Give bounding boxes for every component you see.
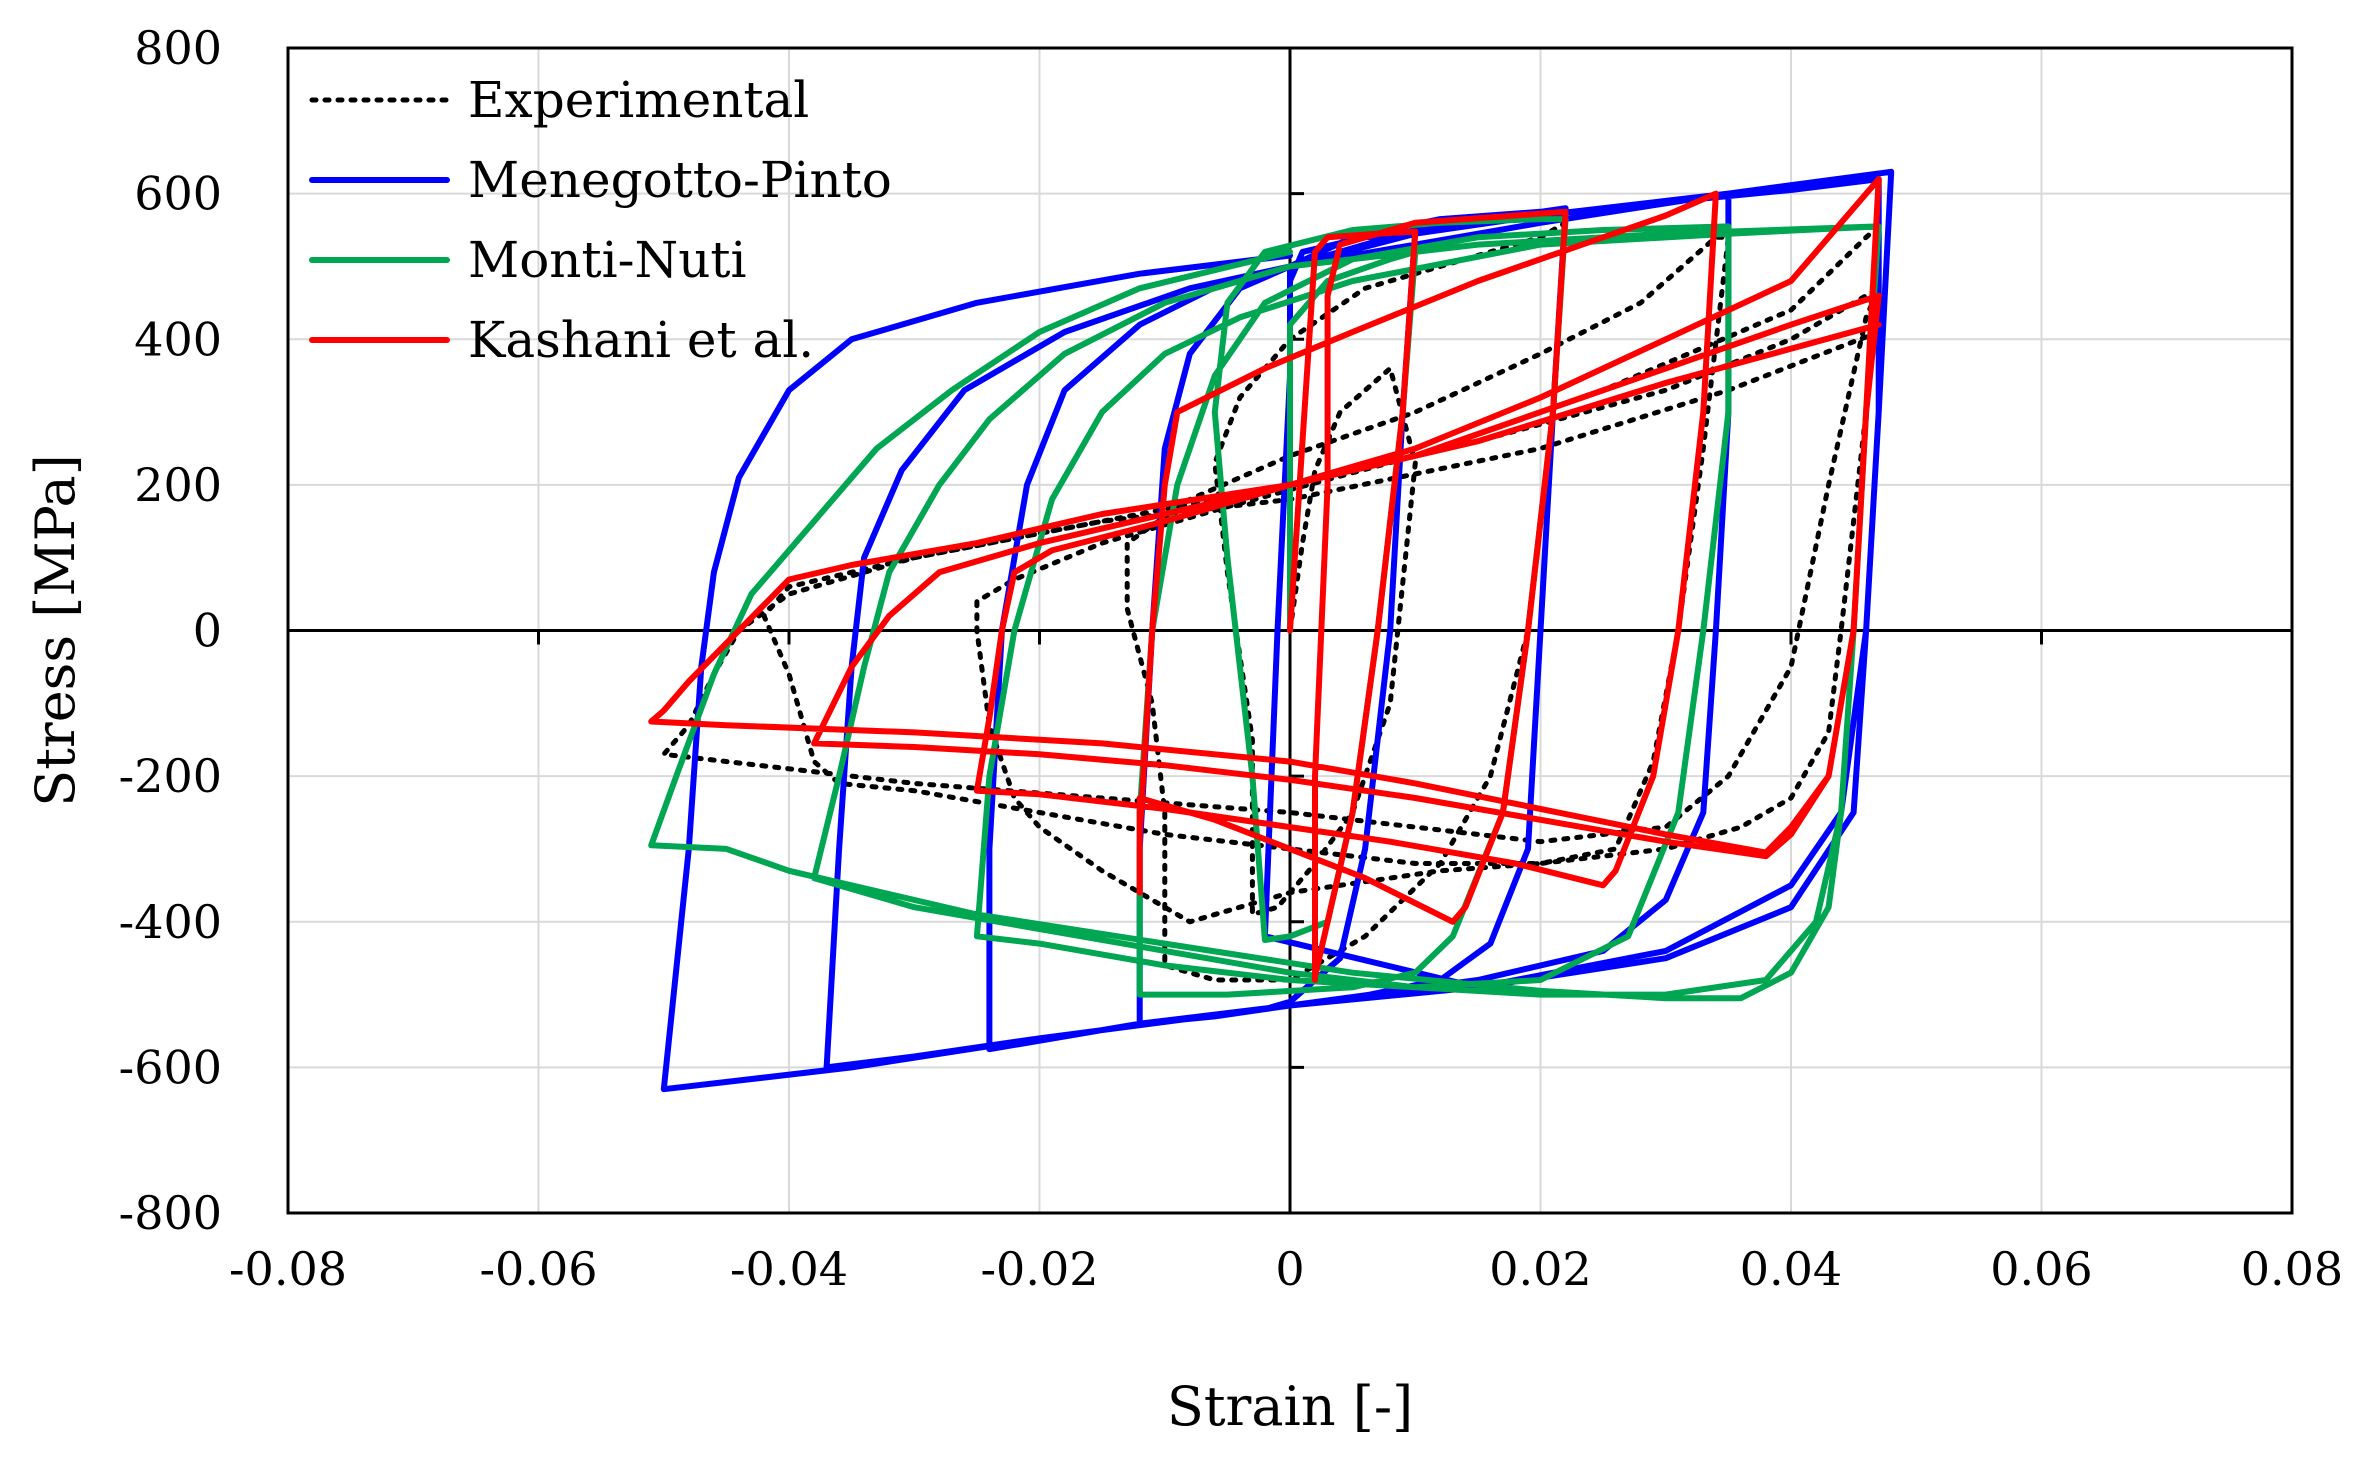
y-tick-label: 400 [134, 312, 222, 366]
legend: Experimental Menegotto-Pinto Monti-Nuti Kas… [309, 71, 892, 369]
x-tick-label: 0 [1275, 1242, 1304, 1296]
legend-label: Menegotto-Pinto [468, 151, 892, 209]
legend-label: Experimental [468, 71, 809, 129]
y-axis-title: Stress [MPa] [24, 454, 87, 807]
series-group [648, 168, 1895, 1093]
y-tick-label: -800 [119, 1186, 222, 1240]
x-tick-label: -0.02 [981, 1242, 1099, 1296]
x-tick-label: 0.04 [1740, 1242, 1842, 1296]
series-line-menegotto-pinto [660, 168, 1895, 1093]
legend-label: Monti-Nuti [468, 231, 747, 289]
y-tick-label: 800 [134, 21, 222, 75]
x-tick-label: -0.04 [730, 1242, 848, 1296]
x-tick-label: -0.08 [229, 1242, 347, 1296]
y-tick-label: 0 [193, 604, 222, 658]
x-tick-label: 0.02 [1489, 1242, 1591, 1296]
x-tick-label: 0.08 [2241, 1242, 2343, 1296]
tick-labels: -0.08 -0.06 -0.04 -0.02 0 0.02 0.04 0.06 0.08 800… [119, 21, 2344, 1296]
y-tick-label: -400 [119, 895, 222, 949]
x-tick-label: 0.06 [1990, 1242, 2092, 1296]
y-tick-label: 600 [134, 167, 222, 221]
y-tick-label: -600 [119, 1040, 222, 1094]
x-axis-title: Strain [-] [1167, 1375, 1413, 1438]
y-tick-label: 200 [134, 458, 222, 512]
y-tick-label: -200 [119, 749, 222, 803]
series-line-kashani-et-al [648, 176, 1882, 983]
legend-label: Kashani et al. [468, 311, 814, 369]
x-tick-label: -0.06 [480, 1242, 598, 1296]
series-line-monti-nuti [648, 216, 1882, 1002]
